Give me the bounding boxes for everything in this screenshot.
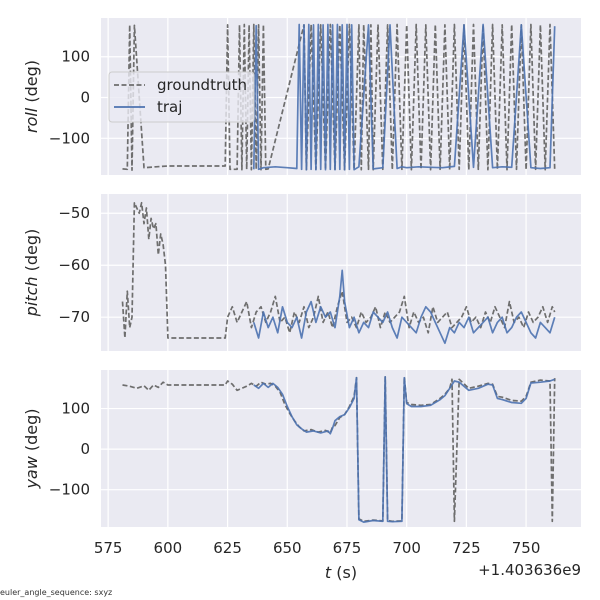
axis-label-var: pitch [22,276,41,317]
axis-label-unit: (s) [331,563,357,582]
traj-line [252,269,556,345]
y-tick-label: −100 [49,129,90,147]
y-tick-label: 100 [61,400,90,418]
y-tick-label: −100 [49,481,90,499]
axis-label-unit: (deg) [22,408,41,456]
x-tick-label: 600 [154,539,183,557]
x-tick-label: 750 [512,539,541,557]
euler-angle-sequence-note: euler_angle_sequence: sxyz [0,588,113,597]
legend-box [108,71,255,123]
x-tick-label: 625 [213,539,242,557]
yaw-axis-label: yaw (deg) [22,408,41,489]
y-tick-label: 0 [80,440,90,458]
x-tick-label: 675 [333,539,362,557]
roll-subplot: 100 0 −100 roll (deg) groundtruth traj [22,18,581,175]
x-tick-label: 650 [273,539,302,557]
pitch-subplot: −50 −60 −70 pitch (deg) [22,194,581,351]
x-axis-label: t (s) [325,563,357,582]
y-tick-label: 100 [61,48,90,66]
y-tick-label: −70 [58,308,90,326]
legend: groundtruth traj [108,71,255,123]
axis-label-var: yaw [22,455,41,489]
legend-label-groundtruth: groundtruth [157,76,247,94]
roll-axis-label: roll (deg) [22,60,41,133]
axis-label-var: roll [22,107,41,133]
y-tick-label: 0 [80,89,90,107]
pitch-plot-area [101,194,581,351]
traj-line [252,23,556,171]
axis-label-unit: (deg) [22,60,41,108]
y-tick-label: −60 [58,256,90,274]
x-tick-label: 725 [452,539,481,557]
y-tick-label: −50 [58,204,90,222]
axis-label-unit: (deg) [22,229,41,277]
x-tick-label: 700 [392,539,421,557]
x-tick-label: 575 [94,539,123,557]
pitch-axis-label: pitch (deg) [22,229,41,318]
yaw-plot-area [101,370,581,527]
axis-label-var: t [325,563,332,582]
legend-label-traj: traj [157,98,182,116]
yaw-subplot: 100 0 −100 yaw (deg) 575 600 625 650 675 700 725 75… [22,370,581,582]
groundtruth-line [121,201,556,339]
x-offset-text: +1.403636e9 [478,561,581,579]
traj-line [253,376,555,523]
